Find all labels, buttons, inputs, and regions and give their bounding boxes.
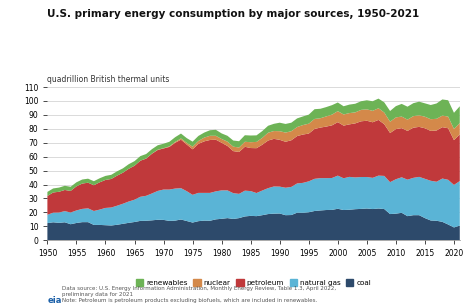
Text: U.S. primary energy consumption by major sources, 1950-2021: U.S. primary energy consumption by major…	[47, 9, 419, 19]
Text: eia: eia	[47, 296, 62, 305]
Legend: renewables, nuclear, petroleum, natural gas, coal: renewables, nuclear, petroleum, natural …	[136, 279, 371, 286]
Text: quadrillion British thermal units: quadrillion British thermal units	[47, 75, 170, 84]
Text: Data source: U.S. Energy Information Administration, Monthly Energy Review, Tabl: Data source: U.S. Energy Information Adm…	[62, 286, 336, 303]
